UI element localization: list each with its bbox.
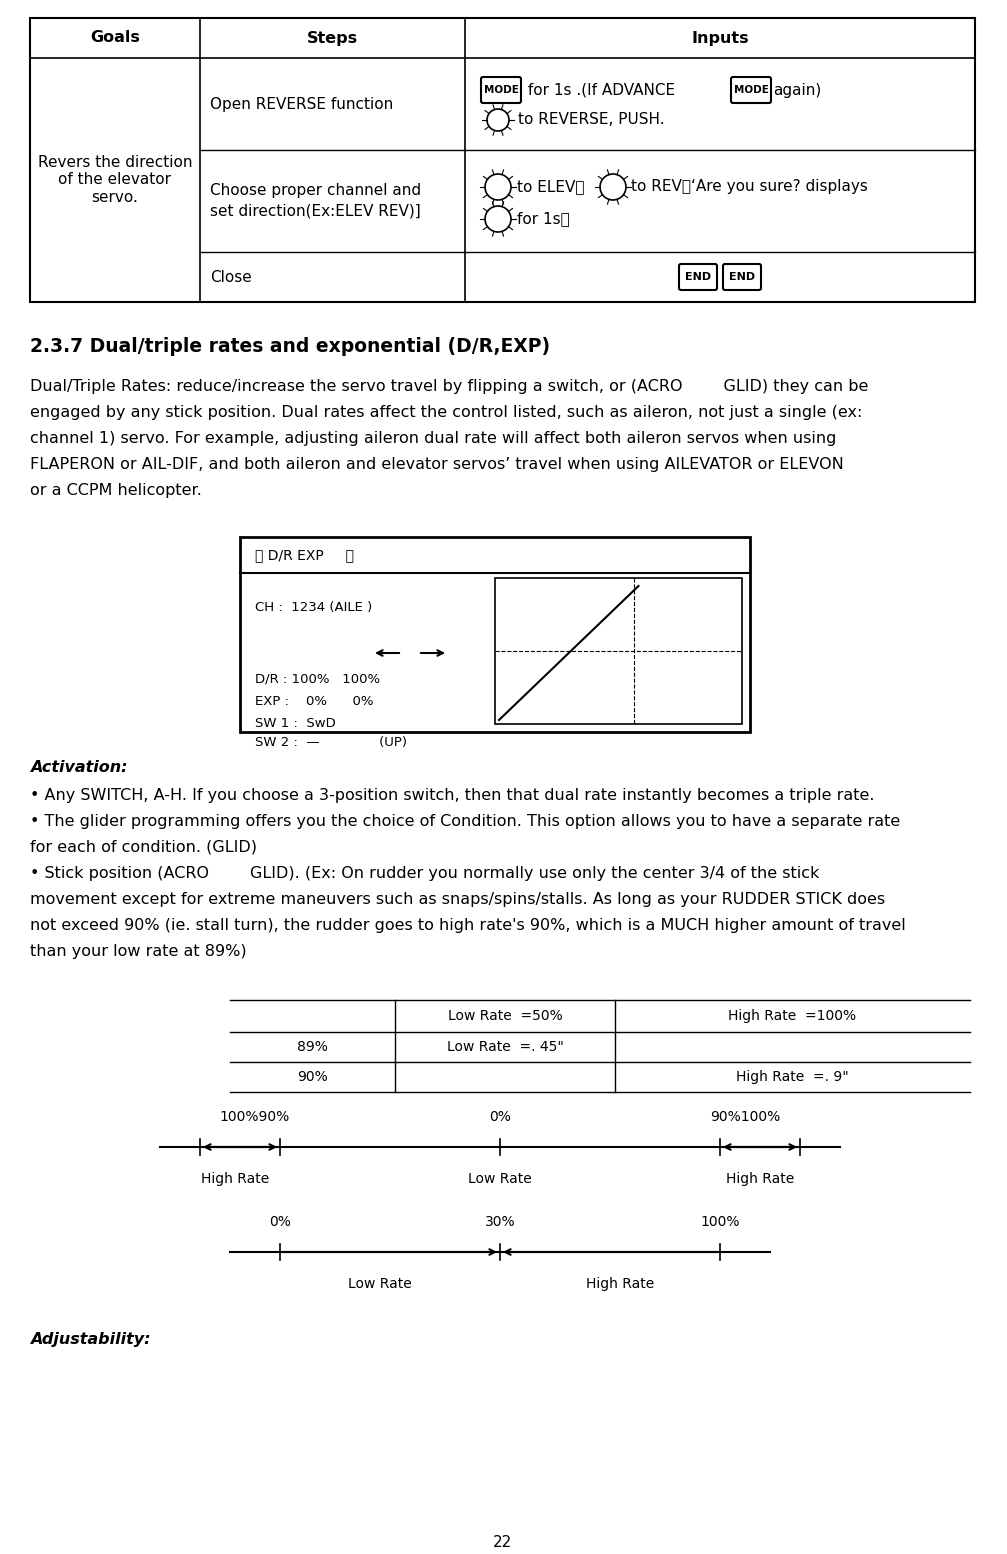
- Text: not exceed 90% (ie. stall turn), the rudder goes to high rate's 90%, which is a : not exceed 90% (ie. stall turn), the rud…: [30, 918, 905, 932]
- Text: Low Rate  =50%: Low Rate =50%: [448, 1009, 562, 1023]
- FancyBboxPatch shape: [481, 78, 521, 103]
- Circle shape: [485, 207, 511, 232]
- Text: or a CCPM helicopter.: or a CCPM helicopter.: [30, 483, 201, 497]
- Text: 22: 22: [493, 1535, 513, 1549]
- Text: 100%: 100%: [700, 1215, 740, 1229]
- Text: High Rate: High Rate: [726, 1172, 795, 1186]
- Text: • Stick position (ACRO        GLID). (Ex: On rudder you normally use only the ce: • Stick position (ACRO GLID). (Ex: On ru…: [30, 866, 820, 881]
- Text: Activation:: Activation:: [30, 760, 128, 775]
- Text: to ELEV，: to ELEV，: [517, 180, 584, 194]
- Bar: [495, 578, 742, 724]
- Text: Goals: Goals: [90, 31, 140, 45]
- Text: SW 2 :  —              (UP): SW 2 : — (UP): [255, 737, 407, 749]
- Text: MODE: MODE: [733, 85, 768, 95]
- FancyBboxPatch shape: [679, 264, 717, 291]
- Text: SW 1 :  SwD: SW 1 : SwD: [255, 716, 335, 730]
- Text: for 1s。: for 1s。: [517, 211, 570, 227]
- Text: Inputs: Inputs: [691, 31, 749, 45]
- Text: Dual/Triple Rates: reduce/increase the servo travel by flipping a switch, or (AC: Dual/Triple Rates: reduce/increase the s…: [30, 379, 868, 395]
- Text: engaged by any stick position. Dual rates affect the control listed, such as ail: engaged by any stick position. Dual rate…: [30, 406, 862, 420]
- Text: D/R : 100%   100%: D/R : 100% 100%: [255, 673, 380, 685]
- Text: Low Rate: Low Rate: [468, 1172, 532, 1186]
- Text: Adjustability:: Adjustability:: [30, 1332, 150, 1347]
- Text: to REVERSE, PUSH.: to REVERSE, PUSH.: [518, 112, 665, 127]
- Text: 0%: 0%: [489, 1110, 511, 1124]
- Text: High Rate  =. 9": High Rate =. 9": [736, 1071, 849, 1085]
- Text: 2.3.7 Dual/triple rates and exponential (D/R,EXP): 2.3.7 Dual/triple rates and exponential …: [30, 337, 550, 356]
- Text: Choose proper channel and
set direction(Ex:ELEV REV)]: Choose proper channel and set direction(…: [210, 183, 421, 219]
- Text: High Rate: High Rate: [200, 1172, 269, 1186]
- Text: than your low rate at 89%): than your low rate at 89%): [30, 943, 247, 959]
- Text: EXP :    0%      0%: EXP : 0% 0%: [255, 695, 374, 709]
- Text: 【 D/R EXP     】: 【 D/R EXP 】: [255, 549, 354, 563]
- Text: MODE: MODE: [483, 85, 519, 95]
- Text: • Any SWITCH, A-H. If you choose a 3-position switch, then that dual rate instan: • Any SWITCH, A-H. If you choose a 3-pos…: [30, 788, 874, 803]
- Text: 90%100%: 90%100%: [710, 1110, 780, 1124]
- Bar: [30, 19, 975, 301]
- Text: Revers the direction
of the elevator
servo.: Revers the direction of the elevator ser…: [37, 155, 192, 205]
- Text: 89%: 89%: [297, 1040, 328, 1054]
- Text: END: END: [685, 272, 711, 281]
- Text: • The glider programming offers you the choice of Condition. This option allows : • The glider programming offers you the …: [30, 814, 900, 828]
- FancyBboxPatch shape: [723, 264, 761, 291]
- Text: END: END: [729, 272, 755, 281]
- Text: Steps: Steps: [307, 31, 358, 45]
- Text: 100%90%: 100%90%: [220, 1110, 290, 1124]
- Text: 30%: 30%: [484, 1215, 516, 1229]
- Circle shape: [487, 109, 509, 131]
- Text: Low Rate  =. 45": Low Rate =. 45": [446, 1040, 564, 1054]
- Text: movement except for extreme maneuvers such as snaps/spins/stalls. As long as you: movement except for extreme maneuvers su…: [30, 892, 885, 908]
- FancyBboxPatch shape: [731, 78, 771, 103]
- Text: 90%: 90%: [297, 1071, 328, 1085]
- Text: High Rate  =100%: High Rate =100%: [728, 1009, 857, 1023]
- Text: High Rate: High Rate: [586, 1277, 655, 1291]
- Circle shape: [485, 174, 511, 200]
- Text: 0%: 0%: [269, 1215, 291, 1229]
- Bar: [240, 538, 750, 732]
- Circle shape: [600, 174, 626, 200]
- Text: channel 1) servo. For example, adjusting aileron dual rate will affect both aile: channel 1) servo. For example, adjusting…: [30, 430, 837, 446]
- Text: to REV，‘Are you sure? displays: to REV，‘Are you sure? displays: [631, 180, 868, 194]
- Text: CH :  1234 (AILE ): CH : 1234 (AILE ): [255, 601, 373, 614]
- Text: Close: Close: [210, 269, 252, 284]
- Text: Low Rate: Low Rate: [348, 1277, 412, 1291]
- Text: again): again): [773, 82, 822, 98]
- Text: for each of condition. (GLID): for each of condition. (GLID): [30, 841, 257, 855]
- Text: FLAPERON or AIL-DIF, and both aileron and elevator servos’ travel when using AIL: FLAPERON or AIL-DIF, and both aileron an…: [30, 457, 844, 472]
- Text: for 1s .(If ADVANCE: for 1s .(If ADVANCE: [523, 82, 675, 98]
- Text: Open REVERSE function: Open REVERSE function: [210, 96, 394, 112]
